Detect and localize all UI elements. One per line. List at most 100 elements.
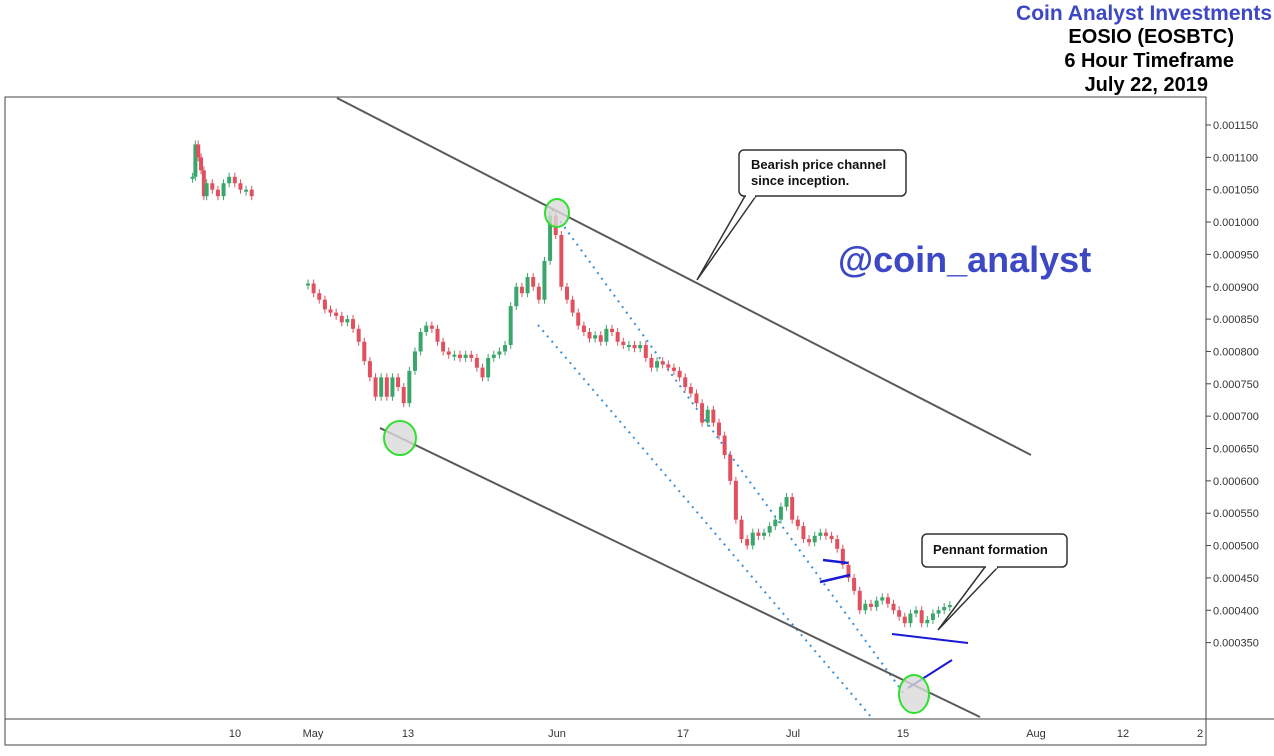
candle (621, 341, 626, 345)
pennant-mid-lower (819, 573, 851, 584)
y-tick-label: 0.001150 (1213, 120, 1258, 132)
candle (536, 286, 541, 300)
y-tick-label: 0.001100 (1213, 152, 1258, 164)
x-tick-label: May (303, 728, 324, 740)
candle (328, 309, 333, 313)
candle (610, 328, 615, 333)
candle (418, 332, 423, 352)
channel-upper-line (336, 97, 1032, 456)
candle (508, 306, 513, 345)
candle (671, 367, 676, 371)
y-tick-label: 0.000500 (1213, 541, 1259, 553)
y-tick-label: 0.001050 (1213, 185, 1259, 197)
candle (756, 532, 761, 536)
touch-circle-top-jun (544, 198, 570, 228)
x-tick-label: Jun (548, 728, 566, 740)
candle (829, 535, 834, 540)
candle (914, 610, 919, 614)
candle (458, 354, 463, 358)
candle (835, 539, 840, 549)
candle (514, 286, 519, 307)
candle (750, 532, 755, 546)
candle (638, 344, 643, 349)
candle (716, 422, 721, 436)
candle (587, 332, 592, 339)
candle (351, 319, 356, 329)
dotted-trend-upper (551, 209, 906, 696)
y-tick-label: 0.000900 (1213, 282, 1259, 294)
candle (778, 506, 783, 520)
candle (311, 283, 316, 294)
callout-channel-line2: since inception. (751, 173, 849, 188)
candle (210, 183, 215, 190)
y-tick-label: 0.001000 (1213, 217, 1259, 229)
candle (711, 409, 716, 423)
candle (700, 403, 705, 423)
y-tick-label: 0.000650 (1213, 444, 1259, 456)
candle (452, 354, 457, 357)
candle (531, 277, 536, 287)
candle (201, 170, 206, 197)
candle (897, 610, 902, 617)
candle (407, 370, 412, 404)
candle (339, 315, 344, 323)
y-tick-label: 0.000350 (1213, 638, 1259, 650)
candle (196, 144, 201, 158)
candle (576, 312, 581, 326)
candle (441, 341, 446, 352)
candle (497, 351, 502, 355)
candle (891, 603, 896, 611)
candle (666, 364, 671, 368)
candle (334, 312, 339, 316)
callout-pennant: Pennant formation (921, 533, 1068, 631)
candle (322, 299, 327, 310)
candle (604, 328, 609, 342)
candle (593, 335, 598, 339)
candle (790, 497, 795, 520)
candle (925, 619, 930, 624)
watermark-handle: @coin_analyst (838, 239, 1091, 280)
candle (874, 600, 879, 608)
plot-frame (4, 96, 1207, 746)
candle (581, 325, 586, 333)
callout-channel-line1: Bearish price channel (751, 157, 886, 172)
candle (947, 605, 952, 608)
y-tick-label: 0.000750 (1213, 379, 1259, 391)
candle (570, 299, 575, 313)
candle (632, 344, 637, 349)
candle (745, 539, 750, 546)
candle (238, 183, 243, 190)
y-tick-label: 0.000700 (1213, 411, 1259, 423)
candle (542, 260, 547, 300)
candle (767, 526, 772, 533)
dotted-trend-lower (537, 324, 873, 719)
candle (919, 610, 924, 624)
x-tick-label: Aug (1026, 728, 1046, 740)
candle (705, 409, 710, 423)
y-tick-label: 0.000950 (1213, 249, 1259, 261)
brand-title: Coin Analyst Investments (1016, 2, 1272, 25)
candle (384, 377, 389, 397)
candle (559, 234, 564, 287)
callout-channel: Bearish price channel since inception. (696, 149, 907, 281)
candle (446, 351, 451, 355)
candle (880, 597, 885, 601)
candle (373, 377, 378, 397)
x-tick-label: 13 (402, 728, 414, 740)
pennant-upper-line (891, 633, 969, 644)
candle (564, 286, 569, 300)
candle (396, 377, 401, 388)
time-axis: 10 May 13 Jun 17 Jul 15 Aug 12 2 (229, 728, 1203, 740)
candle (486, 357, 491, 378)
candle (390, 377, 395, 397)
candle (728, 454, 733, 481)
y-tick-label: 0.000450 (1213, 573, 1259, 585)
candle (244, 189, 249, 192)
candle (548, 215, 553, 261)
candle (193, 144, 198, 177)
candle (846, 564, 851, 578)
y-tick-label: 0.000600 (1213, 476, 1259, 488)
candle (412, 351, 417, 371)
y-tick-label: 0.000550 (1213, 508, 1259, 520)
